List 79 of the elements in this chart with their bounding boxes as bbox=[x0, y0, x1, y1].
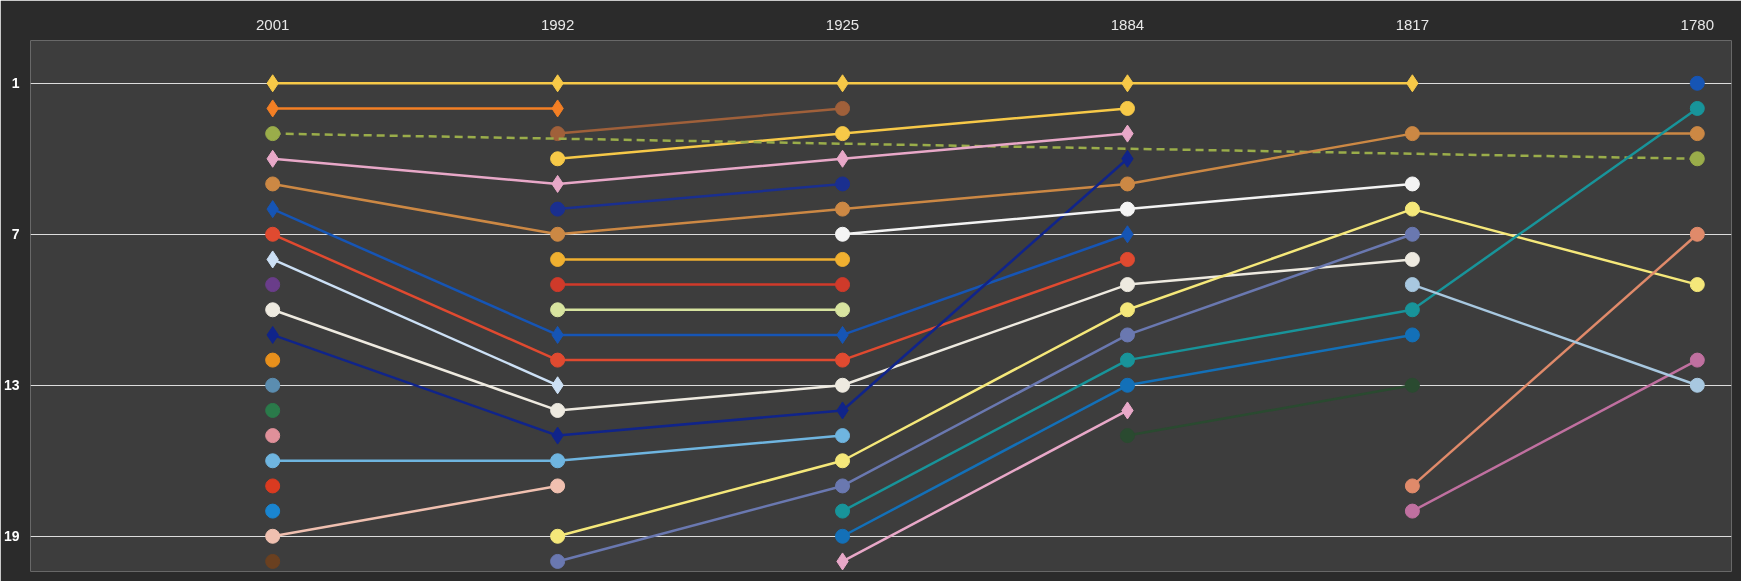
point bbox=[1404, 201, 1420, 217]
point bbox=[1404, 302, 1420, 318]
y-tick-label: 19 bbox=[3, 528, 20, 545]
point bbox=[1119, 277, 1135, 293]
point bbox=[550, 226, 566, 242]
x-tick-label: 1992 bbox=[540, 15, 575, 33]
point bbox=[265, 428, 281, 444]
point bbox=[550, 553, 566, 569]
x-tick-label: 1884 bbox=[1110, 15, 1145, 33]
x-tick-label: 1780 bbox=[1680, 15, 1714, 33]
point bbox=[1689, 377, 1705, 393]
point bbox=[835, 352, 851, 368]
point bbox=[1689, 126, 1705, 142]
point bbox=[835, 453, 851, 469]
point bbox=[1119, 176, 1135, 192]
point bbox=[265, 226, 281, 242]
point bbox=[550, 201, 566, 217]
point bbox=[1689, 75, 1705, 91]
point bbox=[265, 528, 281, 544]
x-tick-label: 2001 bbox=[256, 15, 290, 33]
point bbox=[1404, 226, 1420, 242]
point bbox=[265, 176, 281, 192]
point bbox=[835, 377, 851, 393]
point bbox=[550, 151, 566, 167]
point bbox=[265, 126, 281, 142]
point bbox=[1404, 503, 1420, 519]
point bbox=[835, 528, 851, 544]
point bbox=[550, 402, 566, 418]
point bbox=[835, 503, 851, 519]
point bbox=[265, 277, 281, 293]
point bbox=[550, 453, 566, 469]
point bbox=[550, 352, 566, 368]
x-tick-label: 1817 bbox=[1395, 15, 1430, 33]
point bbox=[550, 528, 566, 544]
point bbox=[1404, 176, 1420, 192]
point bbox=[1119, 327, 1135, 343]
point bbox=[1404, 327, 1420, 343]
point bbox=[1119, 352, 1135, 368]
point bbox=[1119, 201, 1135, 217]
point bbox=[835, 126, 851, 142]
point bbox=[835, 100, 851, 116]
x-tick-label: 1925 bbox=[825, 15, 860, 33]
point bbox=[1119, 100, 1135, 116]
y-tick-label: 13 bbox=[3, 377, 20, 394]
point bbox=[1404, 251, 1420, 267]
point bbox=[265, 352, 281, 368]
point bbox=[1689, 352, 1705, 368]
point bbox=[1119, 377, 1135, 393]
y-tick-label: 1 bbox=[11, 75, 20, 92]
point bbox=[265, 377, 281, 393]
point bbox=[1404, 377, 1420, 393]
point bbox=[1689, 151, 1705, 167]
point bbox=[835, 277, 851, 293]
point bbox=[835, 251, 851, 267]
point bbox=[1404, 478, 1420, 494]
point bbox=[1404, 277, 1420, 293]
point bbox=[265, 302, 281, 318]
point bbox=[265, 402, 281, 418]
point bbox=[835, 176, 851, 192]
y-tick-label: 7 bbox=[11, 226, 20, 243]
point bbox=[550, 302, 566, 318]
point bbox=[835, 478, 851, 494]
point bbox=[550, 251, 566, 267]
point bbox=[1119, 302, 1135, 318]
point bbox=[835, 226, 851, 242]
point bbox=[265, 453, 281, 469]
point bbox=[1404, 126, 1420, 142]
point bbox=[1119, 251, 1135, 267]
point bbox=[550, 277, 566, 293]
point bbox=[835, 302, 851, 318]
point bbox=[265, 553, 281, 569]
point bbox=[835, 201, 851, 217]
point bbox=[1689, 277, 1705, 293]
point bbox=[265, 503, 281, 519]
point bbox=[1689, 226, 1705, 242]
point bbox=[835, 428, 851, 444]
point bbox=[1689, 100, 1705, 116]
point bbox=[550, 478, 566, 494]
point bbox=[265, 478, 281, 494]
